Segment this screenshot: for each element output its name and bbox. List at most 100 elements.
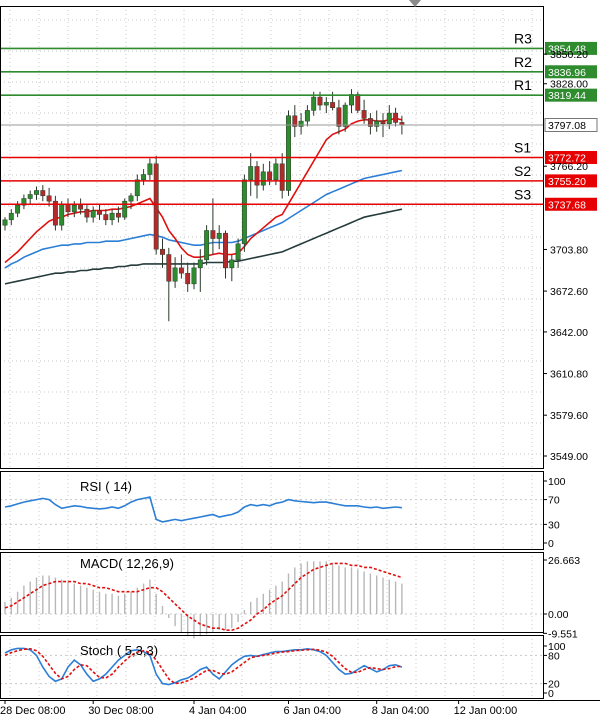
level-price-tag xyxy=(545,41,597,55)
stoch-signal-line xyxy=(4,647,402,685)
candle-body xyxy=(323,102,329,106)
price-axis-label: 3766.20 xyxy=(550,161,588,173)
price-axis-label: 3703.80 xyxy=(550,244,588,256)
pane-frame xyxy=(0,471,544,550)
macd-axis-label: -9.551 xyxy=(548,628,578,640)
level-price-tag xyxy=(545,88,597,102)
candle-body xyxy=(349,94,354,106)
candle-body xyxy=(27,194,33,199)
candle-body xyxy=(115,212,121,218)
level-name-s2: S2 xyxy=(514,163,531,179)
candle-body xyxy=(386,112,392,125)
levels-layer xyxy=(0,41,598,211)
labels-layer: R3 3854.48 R2 3836.96 R1 3819.44 S1 3772.72 S2 37… xyxy=(0,30,588,717)
candle-body xyxy=(147,163,153,175)
level-price-tag xyxy=(545,65,597,79)
candle-body xyxy=(141,174,147,181)
rsi-axis-label: 70 xyxy=(548,495,560,507)
level-price-label: 3772.72 xyxy=(548,153,586,165)
pane-frame xyxy=(0,552,544,633)
price-axis-label: 3850.20 xyxy=(550,49,588,61)
time-axis-label: 30 Dec 08:00 xyxy=(88,705,153,717)
rsi-title: RSI ( 14) xyxy=(80,479,132,494)
candle-body xyxy=(204,230,210,261)
level-price-tag xyxy=(545,174,597,188)
price-axis-label: 3828.00 xyxy=(550,79,588,91)
candle-body xyxy=(197,259,203,269)
candle-body xyxy=(267,171,273,181)
level-price-tag xyxy=(545,151,597,165)
candle-body xyxy=(330,102,336,109)
candle-body xyxy=(210,230,216,239)
candle-body xyxy=(393,112,399,123)
candle-body xyxy=(52,200,58,226)
level-price-label: 3836.96 xyxy=(548,67,586,79)
candle-body xyxy=(355,94,361,111)
candle-body xyxy=(260,171,266,186)
rsi-axis-label: 0 xyxy=(548,538,554,550)
time-axis-label: 6 Jan 04:00 xyxy=(284,705,342,717)
candle-body xyxy=(298,120,304,127)
candle-body xyxy=(279,163,285,191)
candle-body xyxy=(191,267,197,285)
candle-body xyxy=(71,204,77,213)
level-price-label: 3755.20 xyxy=(548,176,586,188)
candle-body xyxy=(342,104,348,127)
candle-body xyxy=(134,179,140,197)
price-axis-label: 3672.60 xyxy=(550,286,588,298)
macd-signal-line xyxy=(4,562,403,632)
level-name-s3: S3 xyxy=(514,186,531,202)
candle-body xyxy=(273,163,279,181)
pane-frame xyxy=(0,6,544,469)
candle-body xyxy=(84,208,90,218)
time-axis-label: 12 Jan 00:00 xyxy=(454,705,518,717)
stoch-axis-label: 20 xyxy=(548,679,560,691)
candle-body xyxy=(160,248,165,255)
candle-body xyxy=(46,195,52,202)
candle-body xyxy=(367,118,373,127)
macd-title: MACD( 12,26,9) xyxy=(80,556,174,571)
candle-body xyxy=(128,195,134,202)
candle-body xyxy=(248,166,254,181)
candles-layer xyxy=(2,89,405,322)
candle-body xyxy=(223,232,228,269)
candle-body xyxy=(2,219,8,226)
candle-body xyxy=(292,115,298,127)
indicator-lines-layer xyxy=(4,117,403,686)
pane-frame xyxy=(0,635,544,699)
ma-mid-line xyxy=(4,169,403,269)
time-axis-label: 8 Jan 04:00 xyxy=(372,705,430,717)
candle-body xyxy=(8,212,14,221)
candle-body xyxy=(97,210,102,215)
rsi-axis-label: 100 xyxy=(548,476,566,488)
current-price-label: 3797.08 xyxy=(548,120,586,132)
price-axis-label: 3610.80 xyxy=(550,369,588,381)
candle-body xyxy=(122,200,128,218)
time-axis-label: 28 Dec 08:00 xyxy=(0,705,65,717)
candle-body xyxy=(153,163,159,250)
level-name-r2: R2 xyxy=(514,54,532,70)
candle-body xyxy=(103,214,109,221)
candle-body xyxy=(216,232,222,239)
candle-body xyxy=(241,179,247,245)
grid-layer xyxy=(0,6,543,698)
ma-slow-line xyxy=(4,208,403,285)
rsi-axis-label: 30 xyxy=(548,519,560,531)
candle-body xyxy=(229,259,235,269)
level-name-s1: S1 xyxy=(514,140,531,156)
candle-body xyxy=(374,120,380,127)
frame-layer xyxy=(0,0,600,704)
stoch-title: Stoch ( 5,3,3) xyxy=(80,643,158,658)
candle-body xyxy=(361,110,367,119)
macd-axis-label: 0.00 xyxy=(548,609,569,621)
level-price-label: 3737.68 xyxy=(548,199,586,211)
current-price-tag xyxy=(544,118,598,132)
price-axis-label: 3642.00 xyxy=(550,327,588,339)
level-price-label: 3854.48 xyxy=(548,43,586,55)
candle-body xyxy=(109,212,115,221)
stoch-axis-label: 100 xyxy=(548,641,566,653)
level-name-r3: R3 xyxy=(514,30,532,46)
candle-body xyxy=(90,210,96,218)
price-axis-label: 3579.60 xyxy=(550,410,588,422)
